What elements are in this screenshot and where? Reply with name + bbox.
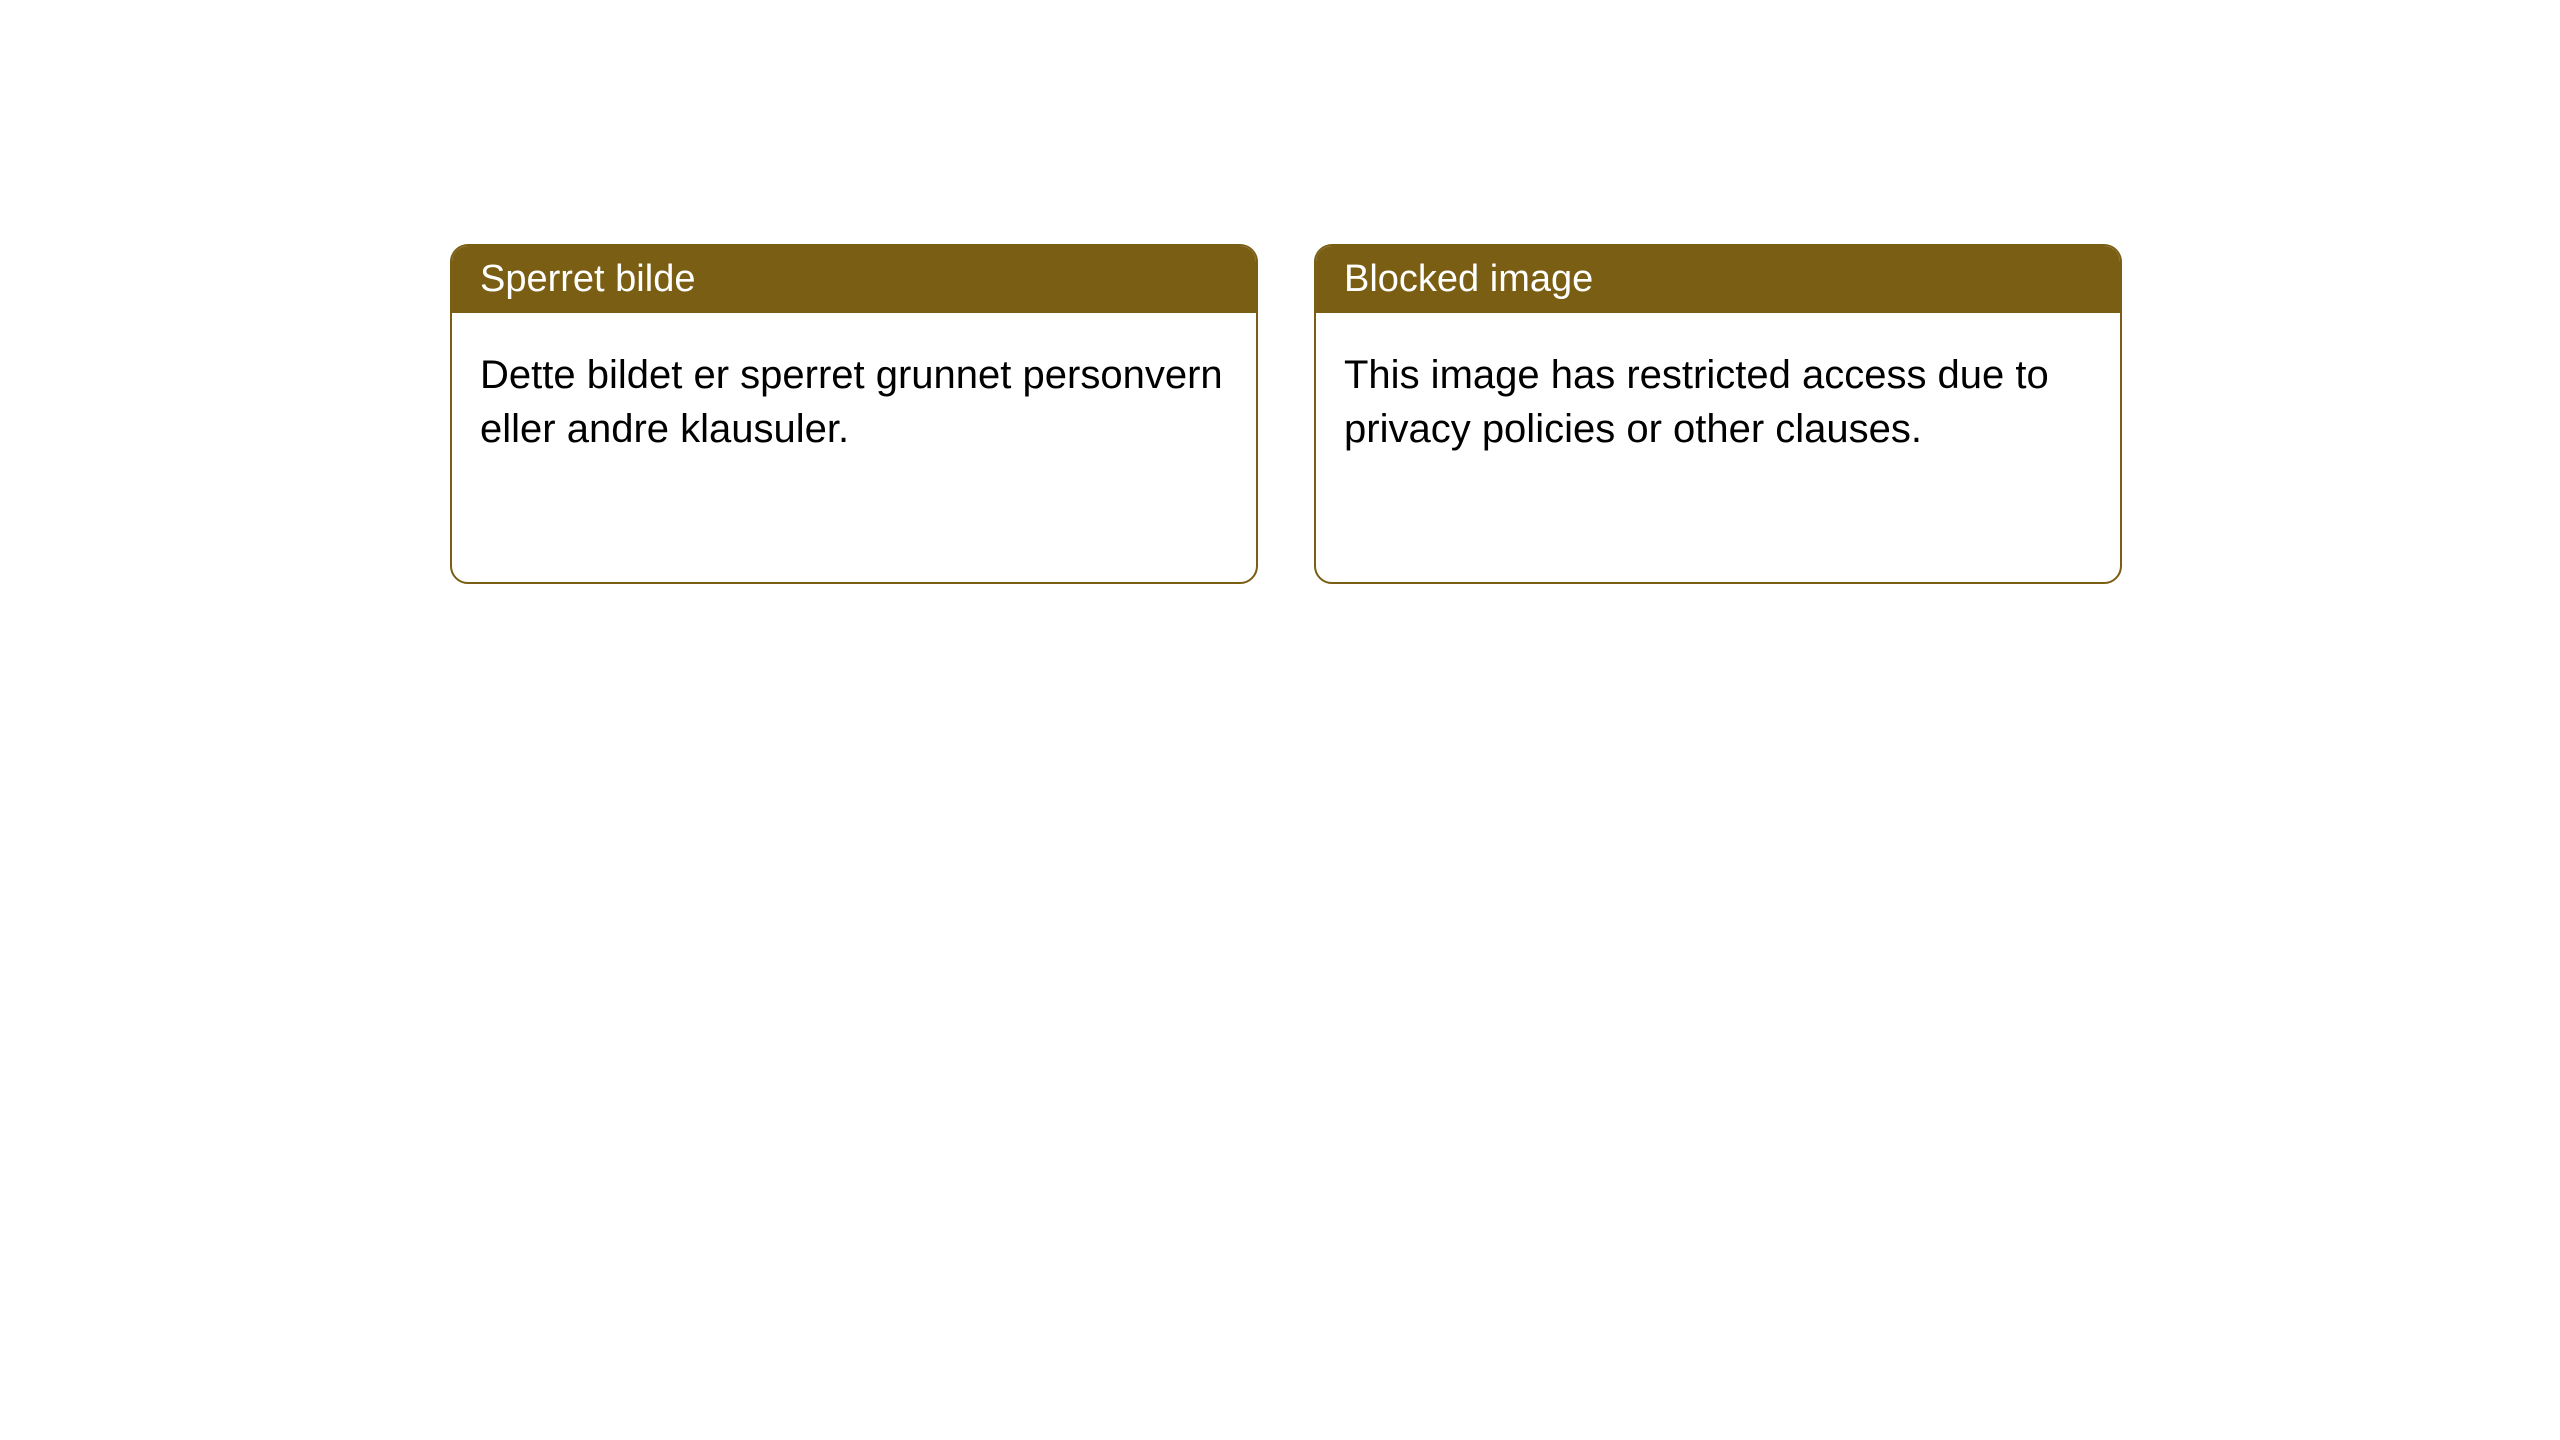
notice-card-norwegian: Sperret bilde Dette bildet er sperret gr… bbox=[450, 244, 1258, 584]
notice-body: This image has restricted access due to … bbox=[1316, 313, 2120, 492]
notice-header: Sperret bilde bbox=[452, 246, 1256, 313]
notice-body: Dette bildet er sperret grunnet personve… bbox=[452, 313, 1256, 492]
notice-card-english: Blocked image This image has restricted … bbox=[1314, 244, 2122, 584]
notice-header: Blocked image bbox=[1316, 246, 2120, 313]
notice-container: Sperret bilde Dette bildet er sperret gr… bbox=[0, 0, 2560, 584]
